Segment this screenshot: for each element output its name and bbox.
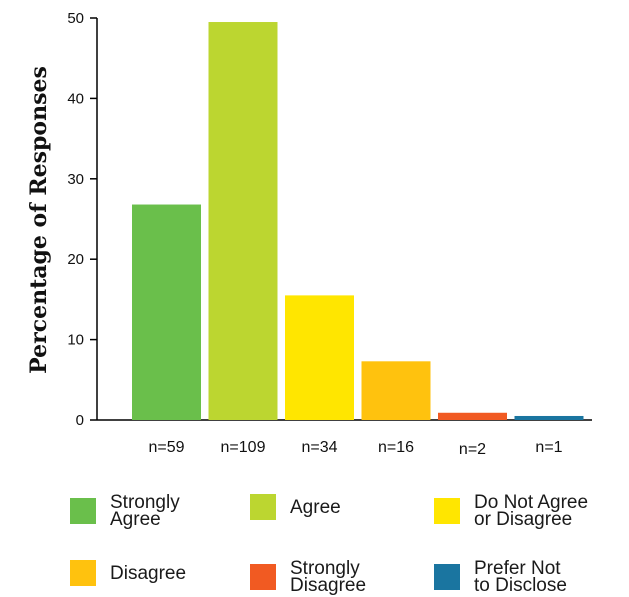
legend-label: Agree xyxy=(290,496,341,518)
count-label: n=2 xyxy=(459,441,486,458)
legend-item: Strongly Agree xyxy=(70,492,180,530)
legend-item: Do Not Agree or Disagree xyxy=(434,492,589,530)
y-tick-label: 20 xyxy=(67,251,84,268)
bar xyxy=(514,415,584,420)
y-tick-label: 40 xyxy=(67,90,84,107)
legend-swatch xyxy=(70,560,96,586)
legend-swatch xyxy=(250,564,276,590)
count-label: n=34 xyxy=(301,439,337,456)
legend-label: Strongly Agree xyxy=(110,492,180,530)
legend-item: Strongly Disagree xyxy=(250,558,367,596)
bar xyxy=(132,204,201,420)
legend-label: Prefer Not to Disclose xyxy=(474,558,567,596)
count-label: n=109 xyxy=(221,439,266,456)
y-tick-label: 50 xyxy=(67,10,84,27)
y-tick-label: 30 xyxy=(67,171,84,188)
legend-swatch xyxy=(70,498,96,524)
legend-item: Agree xyxy=(250,494,341,520)
y-tick-label: 10 xyxy=(67,332,84,349)
y-axis-label: Percentage of Responses xyxy=(26,66,52,374)
y-tick-label: 0 xyxy=(76,412,84,429)
legend-item: Disagree xyxy=(70,560,186,586)
bar xyxy=(285,295,354,420)
legend-label: Disagree xyxy=(110,562,187,584)
legend-swatch xyxy=(434,498,460,524)
bar xyxy=(208,22,278,421)
count-label: n=59 xyxy=(148,439,184,456)
legend-swatch xyxy=(250,494,276,520)
legend-label: Do Not Agree or Disagree xyxy=(474,492,589,530)
legend-label: Strongly Disagree xyxy=(290,558,367,596)
count-label: n=1 xyxy=(535,439,562,456)
bar xyxy=(361,361,431,420)
bar xyxy=(438,412,507,420)
legend-swatch xyxy=(434,564,460,590)
legend-item: Prefer Not to Disclose xyxy=(434,558,567,596)
count-label: n=16 xyxy=(378,439,414,456)
